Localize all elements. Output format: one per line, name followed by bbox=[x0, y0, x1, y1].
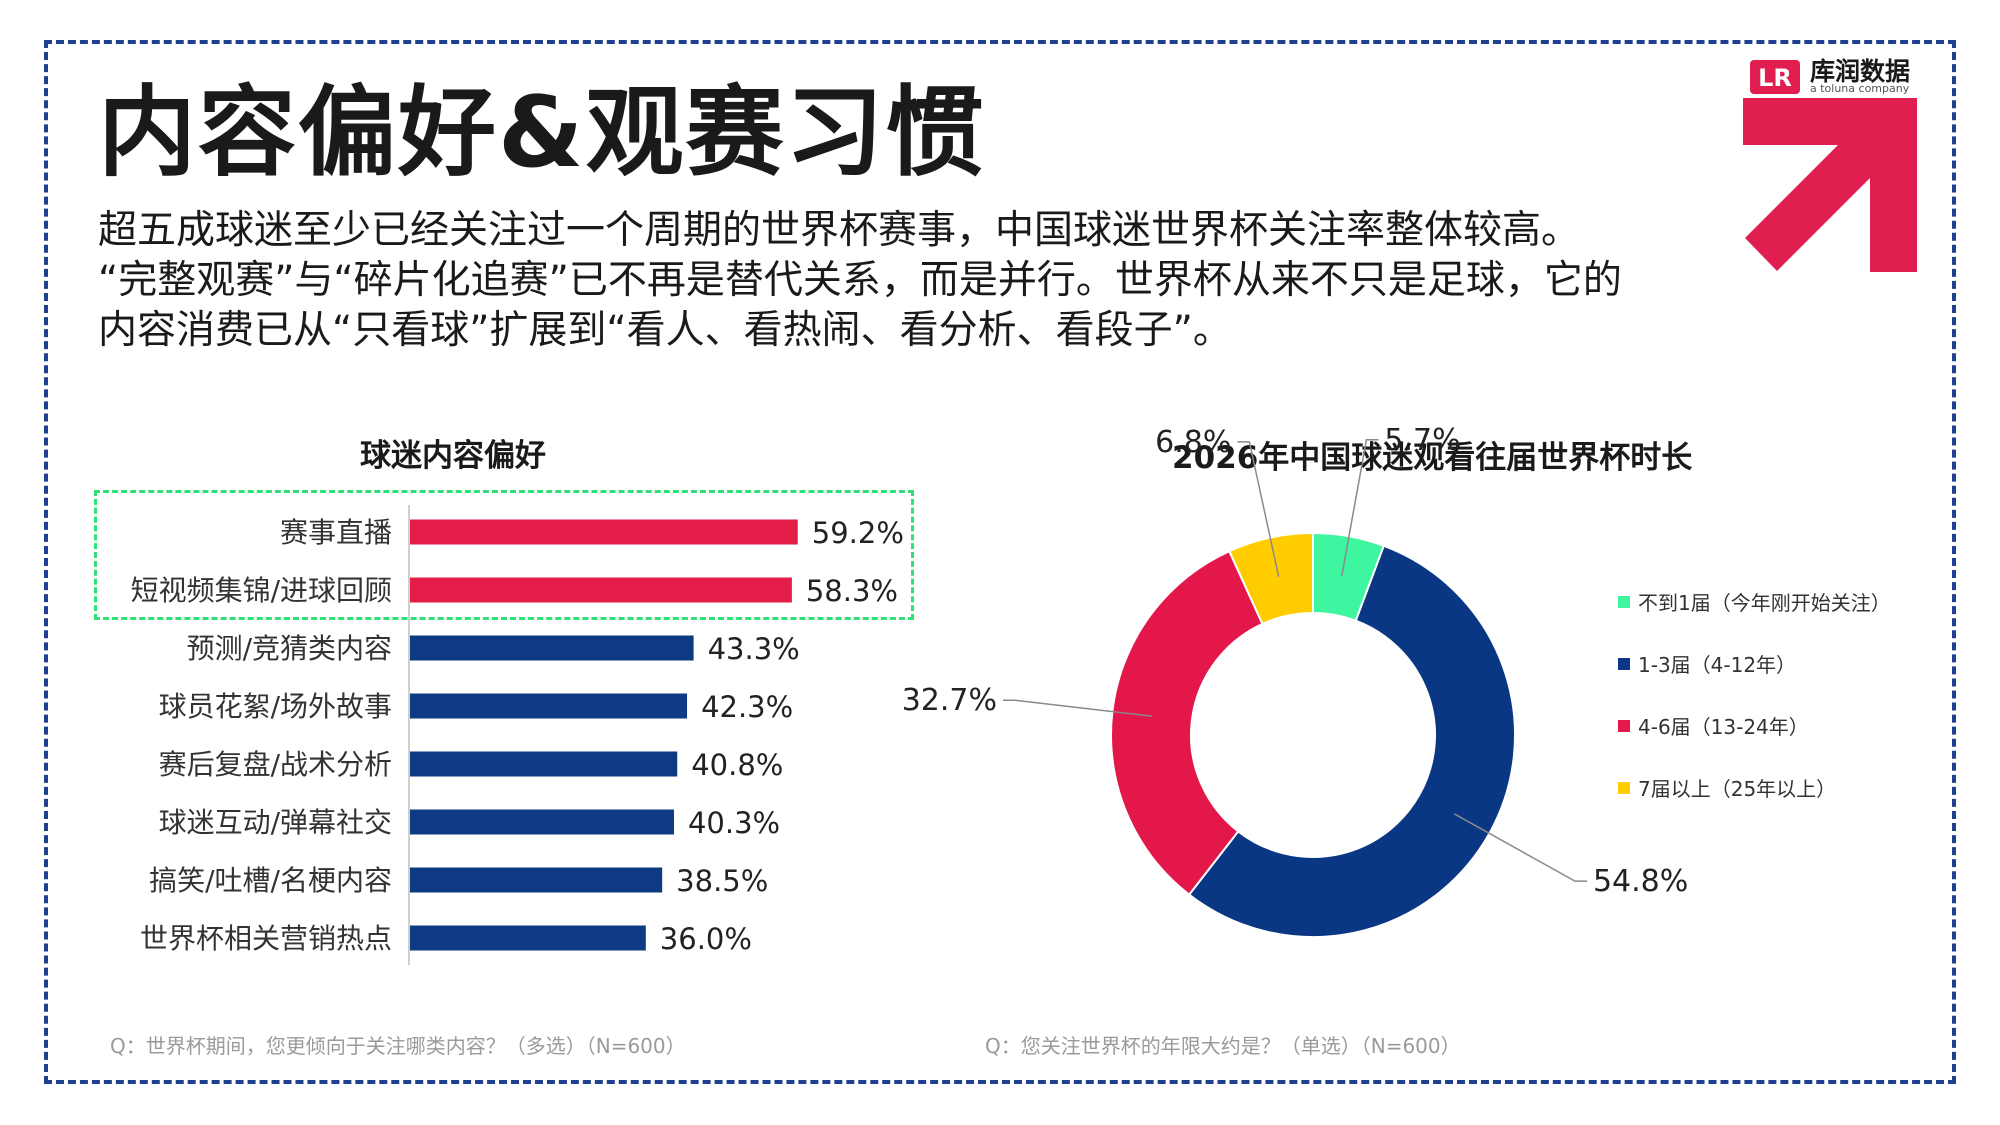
intro-line: 内容消费已从“只看球”扩展到“看人、看热闹、看分析、看段子”。 bbox=[98, 308, 1232, 353]
intro-line: “完整观赛”与“碎片化追赛”已不再是替代关系，而是并行。世界杯从来不只是足球，它… bbox=[98, 258, 1622, 303]
intro-paragraph: 超五成球迷至少已经关注过一个周期的世界杯赛事，中国球迷世界杯关注率整体较高。 “… bbox=[98, 206, 1798, 356]
highlight-box bbox=[94, 490, 914, 620]
bar-chart-axis bbox=[408, 505, 410, 965]
logo-name: 库润数据 bbox=[1810, 57, 1911, 86]
footnote-left: Q：世界杯期间，您更倾向于关注哪类内容？（多选）（N=600） bbox=[110, 1034, 686, 1058]
donut-chart-title: 2026年中国球迷观看往届世界杯时长 bbox=[1172, 440, 1693, 476]
svg-text:LR: LR bbox=[1758, 64, 1792, 92]
page-title: 内容偏好&观赛习惯 bbox=[98, 76, 986, 190]
bar-chart-title: 球迷内容偏好 bbox=[360, 438, 546, 474]
footnote-right: Q：您关注世界杯的年限大约是？（单选）（N=600） bbox=[985, 1034, 1461, 1058]
arrow-up-right-icon bbox=[1743, 98, 1917, 272]
intro-line: 超五成球迷至少已经关注过一个周期的世界杯赛事，中国球迷世界杯关注率整体较高。 bbox=[98, 208, 1581, 253]
logo-tagline: a toluna company bbox=[1810, 82, 1910, 95]
dashed-frame bbox=[44, 40, 1956, 1084]
logo-icon: LR bbox=[1750, 60, 1800, 94]
